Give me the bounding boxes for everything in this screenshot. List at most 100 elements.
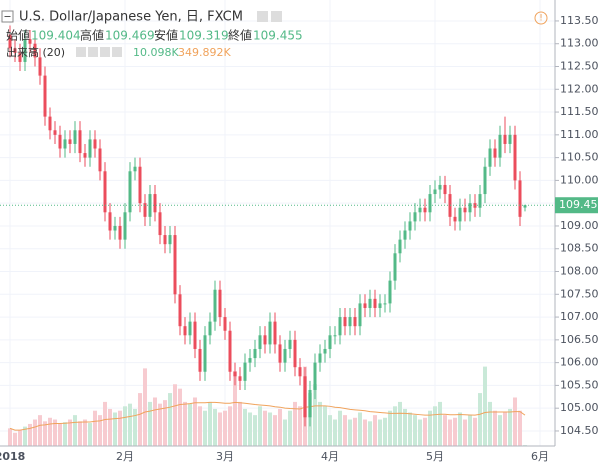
candle-body <box>403 230 407 240</box>
volume-bar <box>393 406 397 446</box>
volume-bar <box>123 406 127 446</box>
candle-body <box>308 389 312 418</box>
volume-ma-value: 349.892K <box>178 46 231 59</box>
volume-bar <box>183 401 187 446</box>
candle-body <box>353 317 357 327</box>
open-value: 109.404 <box>31 29 81 43</box>
y-tick-label: 112.500 <box>560 60 598 73</box>
volume-bar <box>143 368 147 446</box>
volume-bar <box>198 406 202 446</box>
candle-body <box>118 225 122 240</box>
candle-body <box>163 235 167 245</box>
candle-body <box>503 134 507 144</box>
candle-body <box>458 207 462 222</box>
candle-body <box>123 212 127 240</box>
candle-body <box>438 184 442 190</box>
volume-bar <box>138 393 142 446</box>
candle-body <box>258 335 262 349</box>
candle-body <box>328 335 332 349</box>
volume-bar <box>188 403 192 446</box>
candle-body <box>68 139 72 144</box>
x-tick-label: 2月 <box>116 450 134 463</box>
settings-button[interactable] <box>257 11 268 22</box>
volume-bar <box>73 415 77 446</box>
volume-bar <box>478 393 482 446</box>
volume-bar <box>438 401 442 446</box>
y-tick-label: 104.500 <box>560 424 598 437</box>
volume-bar <box>78 421 82 446</box>
volume-bar <box>13 432 17 446</box>
candle-body <box>183 326 187 336</box>
volume-bar <box>178 388 182 446</box>
y-tick-label: 106.000 <box>560 356 598 369</box>
volume-bar <box>513 397 517 446</box>
volume-bar <box>208 401 212 446</box>
volume-bar <box>258 406 262 446</box>
candle-body <box>513 134 517 181</box>
volume-bar <box>173 384 177 446</box>
y-tick-label: 105.000 <box>560 401 598 414</box>
volume-remove[interactable] <box>112 47 122 57</box>
candle-body <box>323 348 327 354</box>
candle-body <box>318 353 322 363</box>
candle-body <box>358 303 362 327</box>
candle-body <box>368 298 372 308</box>
volume-add[interactable] <box>100 47 110 57</box>
volume-bar <box>343 415 347 446</box>
alert-icon[interactable] <box>534 11 548 25</box>
candle-body <box>478 194 482 208</box>
candle-body <box>188 321 192 336</box>
volume-bar <box>433 406 437 446</box>
x-tick-label: 3月 <box>216 450 234 463</box>
candle-body <box>153 194 157 213</box>
candle-body <box>243 362 247 381</box>
y-tick-label: 113.000 <box>560 37 598 50</box>
chart-title: U.S. Dollar/Japanese Yen, 日, FXCM <box>19 10 243 25</box>
x-tick-label: 2018 <box>0 450 25 463</box>
volume-bar <box>18 430 22 446</box>
candle-body <box>418 207 422 213</box>
volume-bar <box>103 401 107 446</box>
x-tick-label: 6月 <box>531 450 549 463</box>
volume-bar <box>203 410 207 446</box>
y-tick-label: 109.000 <box>560 219 598 232</box>
candle-body <box>108 212 112 231</box>
volume-bar <box>83 419 87 446</box>
volume-title: 出来高 (20) <box>6 45 65 59</box>
volume-settings[interactable] <box>76 47 86 57</box>
y-tick-label: 112.000 <box>560 82 598 95</box>
candle-body <box>13 48 17 53</box>
volume-bar <box>43 421 47 446</box>
volume-bar <box>118 410 122 446</box>
last-price-label: 109.455 <box>559 198 598 211</box>
volume-bar <box>263 410 267 446</box>
candle-body <box>293 339 297 368</box>
candle-body <box>98 148 102 172</box>
candle-body <box>378 303 382 308</box>
candle-body <box>283 348 287 363</box>
volume-bar <box>238 401 242 446</box>
candle-body <box>93 139 97 149</box>
volume-bar <box>443 415 447 446</box>
more-button[interactable] <box>271 11 282 22</box>
volume-bar <box>113 412 117 446</box>
candle-body <box>223 317 227 331</box>
volume-format[interactable] <box>88 47 98 57</box>
volume-bar <box>373 415 377 446</box>
y-tick-label: 105.500 <box>560 378 598 391</box>
candle-body <box>53 130 57 135</box>
candle-body <box>428 194 432 213</box>
candle-body <box>208 321 212 336</box>
volume-bar <box>163 400 167 446</box>
volume-bar <box>468 415 472 446</box>
candle-body <box>173 235 177 295</box>
volume-bar <box>453 417 457 446</box>
volume-bar <box>213 408 217 446</box>
candle-body <box>228 330 232 372</box>
candle-body <box>338 317 342 336</box>
alert-mark: ! <box>539 14 543 24</box>
candle-body <box>18 52 22 62</box>
y-tick-label: 107.500 <box>560 287 598 300</box>
volume-bar <box>428 410 432 446</box>
